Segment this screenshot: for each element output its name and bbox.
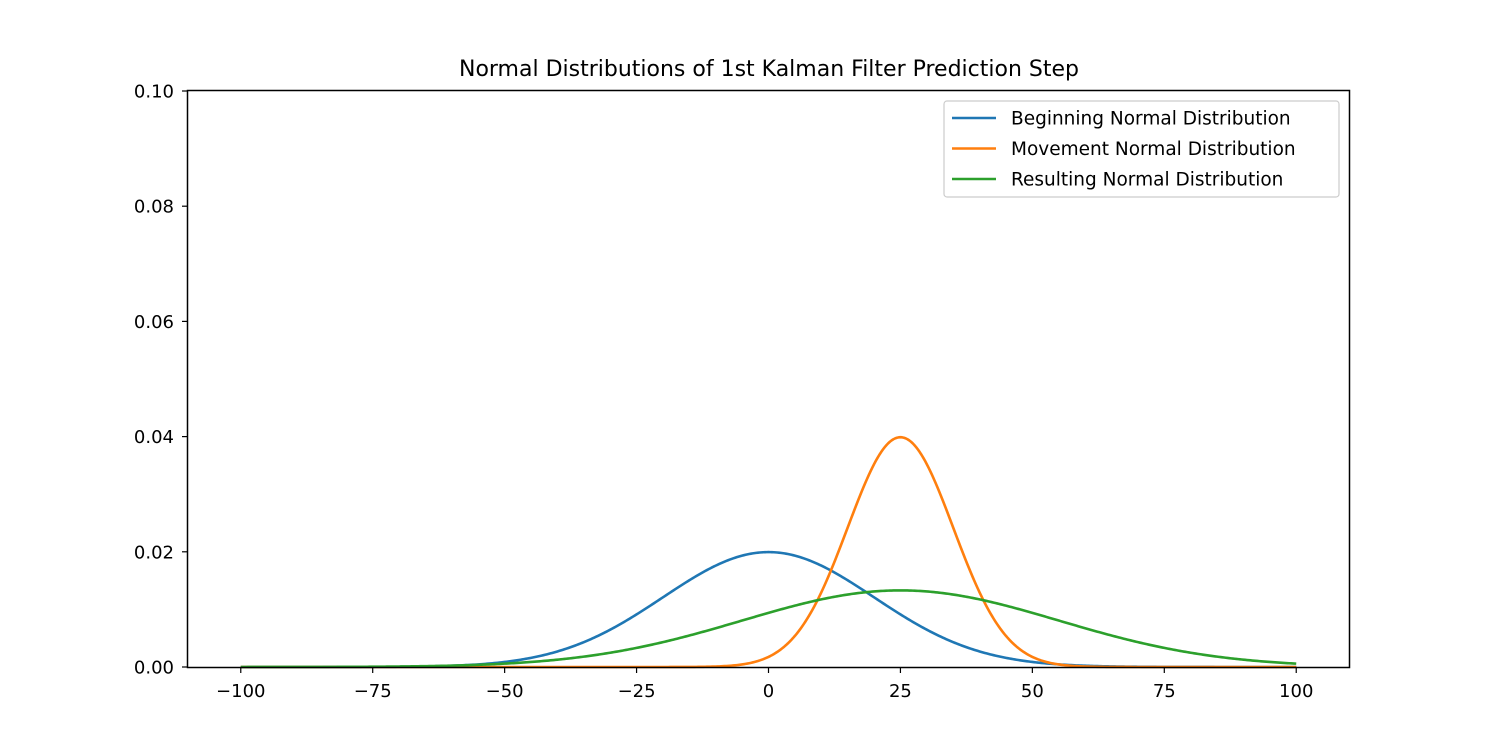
x-tick-label: 75 (1153, 681, 1176, 702)
y-tick-label: 0.06 (134, 312, 174, 333)
x-tick-label: −25 (618, 681, 656, 702)
x-tick-label: 0 (763, 681, 774, 702)
y-tick-label: 0.00 (134, 658, 174, 679)
x-tick-label: −50 (486, 681, 524, 702)
series-line-3 (240, 589, 1297, 669)
legend-box (943, 100, 1340, 198)
series-line-1 (240, 550, 1297, 669)
y-axis: 0.00 0.02 0.04 0.06 0.08 0.10 (134, 82, 188, 679)
x-tick-label: −100 (216, 681, 265, 702)
y-tick-label: 0.08 (134, 197, 174, 218)
y-tick-label: 0.02 (134, 542, 174, 563)
x-tick-label: 100 (1279, 681, 1313, 702)
legend-label-2: Movement Normal Distribution (1011, 139, 1296, 160)
legend: Beginning Normal Distribution Movement No… (943, 100, 1340, 198)
y-tick-label: 0.10 (134, 82, 174, 103)
x-tick-label: 50 (1021, 681, 1044, 702)
series-layer (240, 435, 1297, 669)
legend-label-3: Resulting Normal Distribution (1011, 170, 1283, 191)
x-tick-label: −75 (354, 681, 392, 702)
y-tick-label: 0.04 (134, 427, 174, 448)
x-tick-label: 25 (889, 681, 912, 702)
chart-title: Normal Distributions of 1st Kalman Filte… (459, 57, 1079, 82)
x-axis: −100 −75 −50 −25 0 25 50 75 100 (216, 667, 1313, 702)
legend-label-1: Beginning Normal Distribution (1011, 109, 1291, 130)
